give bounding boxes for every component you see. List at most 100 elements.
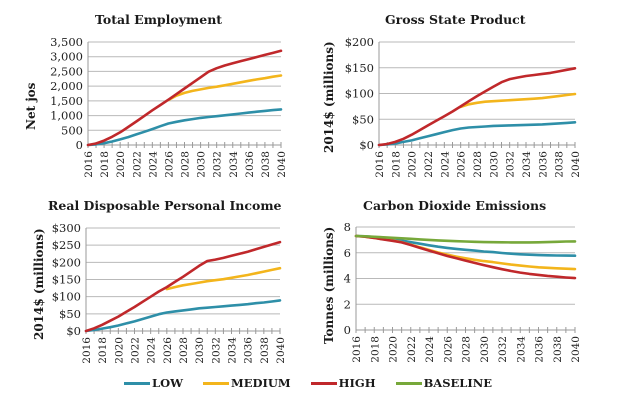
x-tick-label: 2026 xyxy=(162,337,174,364)
x-tick-label: 2030 xyxy=(196,151,208,178)
x-tick-label: 2038 xyxy=(259,337,271,364)
x-tick-label: 2034 xyxy=(227,337,239,364)
series-line-medium xyxy=(165,266,282,291)
x-tick-label: 2026 xyxy=(163,151,175,178)
x-tick-label: 2038 xyxy=(552,336,564,363)
x-tick-label: 2036 xyxy=(537,151,549,178)
y-tick-label: 1,000 xyxy=(50,109,83,123)
x-tick-label: 2026 xyxy=(442,336,454,363)
series-line-medium xyxy=(167,74,283,102)
x-tick-label: 2016 xyxy=(351,336,363,363)
x-tick-label: 2036 xyxy=(243,337,255,364)
x-tick-label: 2024 xyxy=(147,151,159,178)
chart-title: Gross State Product xyxy=(385,12,526,27)
legend-label: BASELINE xyxy=(423,376,493,390)
chart-title: Total Employment xyxy=(95,12,223,27)
chart-title: Carbon Dioxide Emissions xyxy=(363,198,547,213)
x-tick-label: 2028 xyxy=(180,151,192,178)
x-tick-label: 2034 xyxy=(228,151,240,178)
y-tick-label: 0 xyxy=(76,138,83,152)
y-tick-label: 1,500 xyxy=(50,94,83,108)
x-tick-label: 2018 xyxy=(369,336,381,363)
series-line-low xyxy=(377,121,577,147)
y-tick-label: 2,500 xyxy=(50,64,83,78)
legend-label: MEDIUM xyxy=(231,376,291,390)
y-tick-label: $300 xyxy=(52,221,81,235)
x-tick-label: 2030 xyxy=(479,336,491,363)
legend: LOW MEDIUM HIGH BASELINE xyxy=(124,376,492,390)
x-tick-label: 2022 xyxy=(130,337,142,364)
y-tick-label: 2,000 xyxy=(50,79,83,93)
x-tick-label: 2024 xyxy=(146,337,158,364)
x-tick-label: 2040 xyxy=(275,337,287,364)
x-tick-label: 2022 xyxy=(406,336,418,363)
y-tick-label: $100 xyxy=(345,87,374,101)
y-tick-label: 4 xyxy=(344,272,351,286)
x-tick-label: 2028 xyxy=(472,151,484,178)
chart-title: Real Disposable Personal Income xyxy=(48,198,282,213)
x-tick-label: 2018 xyxy=(390,151,402,178)
x-tick-label: 2028 xyxy=(178,337,190,364)
y-tick-label: $50 xyxy=(352,112,374,126)
y-tick-label: 3,500 xyxy=(50,35,83,49)
y-tick-label: 0 xyxy=(344,323,351,337)
y-tick-label: 500 xyxy=(61,123,83,137)
x-tick-label: 2040 xyxy=(570,151,582,178)
legend-item-baseline: BASELINE xyxy=(395,376,493,390)
y-tick-label: $50 xyxy=(59,307,81,321)
y-tick-label: 2 xyxy=(344,297,351,311)
y-tick-label: $200 xyxy=(52,255,81,269)
x-tick-label: 2038 xyxy=(554,151,566,178)
x-tick-label: 2020 xyxy=(113,337,125,364)
x-tick-label: 2028 xyxy=(461,336,473,363)
x-tick-label: 2016 xyxy=(81,337,93,364)
x-tick-label: 2034 xyxy=(521,151,533,178)
x-tick-label: 2020 xyxy=(388,336,400,363)
y-tick-label: $0 xyxy=(359,138,374,152)
y-tick-label: $0 xyxy=(66,324,81,338)
x-tick-label: 2032 xyxy=(505,151,517,178)
x-tick-label: 2036 xyxy=(244,151,256,178)
x-tick-label: 2020 xyxy=(407,151,419,178)
x-tick-label: 2024 xyxy=(439,151,451,178)
x-tick-label: 2038 xyxy=(260,151,272,178)
x-tick-label: 2026 xyxy=(456,151,468,178)
x-tick-label: 2034 xyxy=(515,336,527,363)
y-tick-label: $100 xyxy=(52,290,81,304)
x-tick-label: 2024 xyxy=(424,336,436,363)
legend-item-medium: MEDIUM xyxy=(203,376,291,390)
series-line-high xyxy=(377,67,577,147)
series-line-medium xyxy=(459,92,577,109)
legend-label: HIGH xyxy=(338,376,376,390)
x-tick-label: 2040 xyxy=(570,336,582,363)
y-tick-label: $150 xyxy=(52,273,81,287)
legend-item-low: LOW xyxy=(124,376,183,390)
x-tick-label: 2022 xyxy=(131,151,143,178)
legend-swatch xyxy=(124,381,150,385)
x-tick-label: 2030 xyxy=(194,337,206,364)
y-tick-label: 6 xyxy=(344,246,351,260)
x-tick-label: 2032 xyxy=(497,336,509,363)
series-line-high xyxy=(86,49,283,147)
x-tick-label: 2016 xyxy=(83,151,95,178)
series-line-high xyxy=(84,240,282,333)
x-tick-label: 2036 xyxy=(534,336,546,363)
x-tick-label: 2018 xyxy=(99,151,111,178)
x-tick-label: 2020 xyxy=(115,151,127,178)
x-tick-label: 2016 xyxy=(374,151,386,178)
x-tick-label: 2032 xyxy=(210,337,222,364)
legend-swatch xyxy=(395,381,422,385)
y-tick-label: 3,000 xyxy=(50,50,83,64)
legend-item-high: HIGH xyxy=(310,376,376,390)
y-tick-label: $250 xyxy=(52,238,81,252)
x-tick-label: 2018 xyxy=(97,337,109,364)
x-tick-label: 2030 xyxy=(488,151,500,178)
y-tick-label: 8 xyxy=(344,220,351,234)
legend-swatch xyxy=(310,381,337,385)
y-tick-label: $150 xyxy=(345,61,374,75)
x-tick-label: 2032 xyxy=(212,151,224,178)
x-tick-label: 2022 xyxy=(423,151,435,178)
series-line-low xyxy=(84,299,282,333)
legend-label: LOW xyxy=(152,376,184,390)
